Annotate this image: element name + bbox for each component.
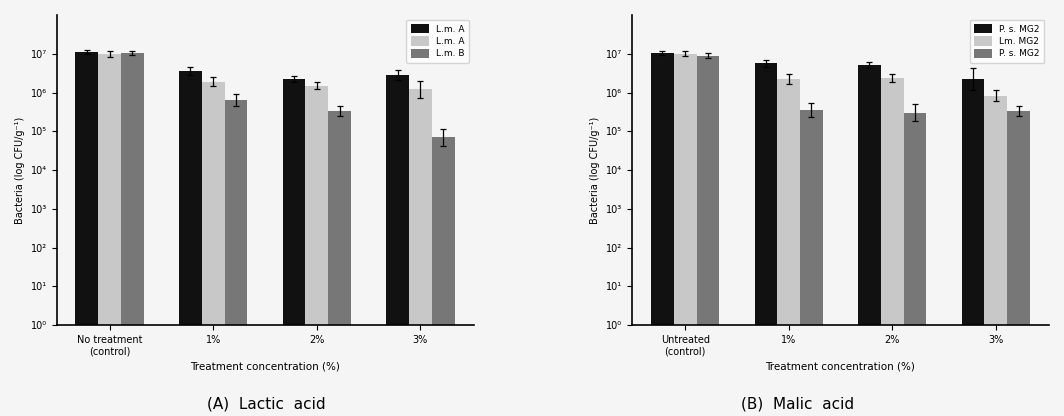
Bar — [800, 110, 822, 416]
X-axis label: Treatment concentration (%): Treatment concentration (%) — [190, 362, 340, 372]
Bar — [225, 100, 248, 416]
Bar — [903, 113, 927, 416]
Bar — [778, 79, 800, 416]
Bar — [697, 56, 719, 416]
Bar — [1008, 111, 1030, 416]
Bar — [283, 79, 305, 416]
Y-axis label: Bacteria (log CFU/g⁻¹): Bacteria (log CFU/g⁻¹) — [591, 116, 600, 224]
Bar — [651, 53, 674, 416]
Legend: P. s. MG2, Lm. MG2, P. s. MG2: P. s. MG2, Lm. MG2, P. s. MG2 — [969, 20, 1045, 63]
Bar — [754, 63, 778, 416]
Bar — [98, 54, 121, 416]
Bar — [881, 78, 903, 416]
Bar — [984, 96, 1008, 416]
Y-axis label: Bacteria (log CFU/g⁻¹): Bacteria (log CFU/g⁻¹) — [15, 116, 24, 224]
Bar — [305, 86, 328, 416]
Bar — [674, 54, 697, 416]
Text: (A)  Lactic  acid: (A) Lactic acid — [206, 397, 326, 412]
Bar — [328, 111, 351, 416]
Legend: L.m. A, L.m. A, L.m. B: L.m. A, L.m. A, L.m. B — [406, 20, 469, 63]
Bar — [121, 53, 144, 416]
Bar — [179, 71, 202, 416]
Bar — [202, 82, 225, 416]
Bar — [386, 75, 409, 416]
Bar — [858, 64, 881, 416]
X-axis label: Treatment concentration (%): Treatment concentration (%) — [766, 362, 915, 372]
Bar — [432, 137, 454, 416]
Text: (B)  Malic  acid: (B) Malic acid — [742, 397, 854, 412]
Bar — [76, 52, 98, 416]
Bar — [409, 89, 432, 416]
Bar — [962, 79, 984, 416]
